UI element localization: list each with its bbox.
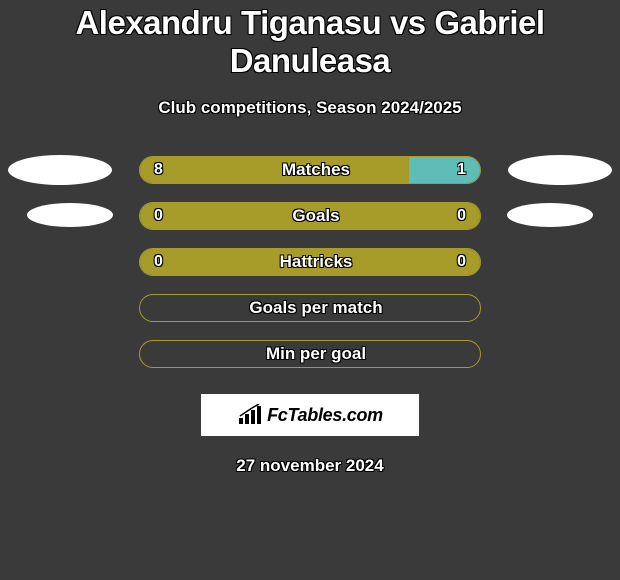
footer-date: 27 november 2024	[0, 456, 620, 476]
stat-bar: 00Hattricks	[139, 248, 481, 276]
comparison-infographic: Alexandru Tiganasu vs Gabriel Danuleasa …	[0, 0, 620, 580]
stats-list: 81Matches 00Goals 00Hattricks Goals per mat…	[0, 156, 620, 386]
stat-row: 00Hattricks	[0, 248, 620, 294]
player-marker-right	[508, 155, 612, 185]
player-marker-left	[8, 155, 112, 185]
stat-row: Goals per match	[0, 294, 620, 340]
stat-bar: 00Goals	[139, 202, 481, 230]
stat-label: Goals per match	[140, 295, 480, 322]
stat-row: Min per goal	[0, 340, 620, 386]
player-marker-left	[27, 203, 113, 227]
stat-row: 81Matches	[0, 156, 620, 202]
stat-label: Goals	[140, 203, 480, 230]
stat-bar: Min per goal	[139, 340, 481, 368]
page-title: Alexandru Tiganasu vs Gabriel Danuleasa	[0, 4, 620, 80]
stat-bar: Goals per match	[139, 294, 481, 322]
brand-chart-icon	[237, 404, 263, 426]
page-subtitle: Club competitions, Season 2024/2025	[0, 98, 620, 118]
stat-label: Min per goal	[140, 341, 480, 368]
stat-label: Matches	[140, 157, 480, 184]
brand-text: FcTables.com	[267, 405, 383, 426]
stat-row: 00Goals	[0, 202, 620, 248]
stat-label: Hattricks	[140, 249, 480, 276]
brand-badge: FcTables.com	[201, 394, 419, 436]
stat-bar: 81Matches	[139, 156, 481, 184]
player-marker-right	[507, 203, 593, 227]
